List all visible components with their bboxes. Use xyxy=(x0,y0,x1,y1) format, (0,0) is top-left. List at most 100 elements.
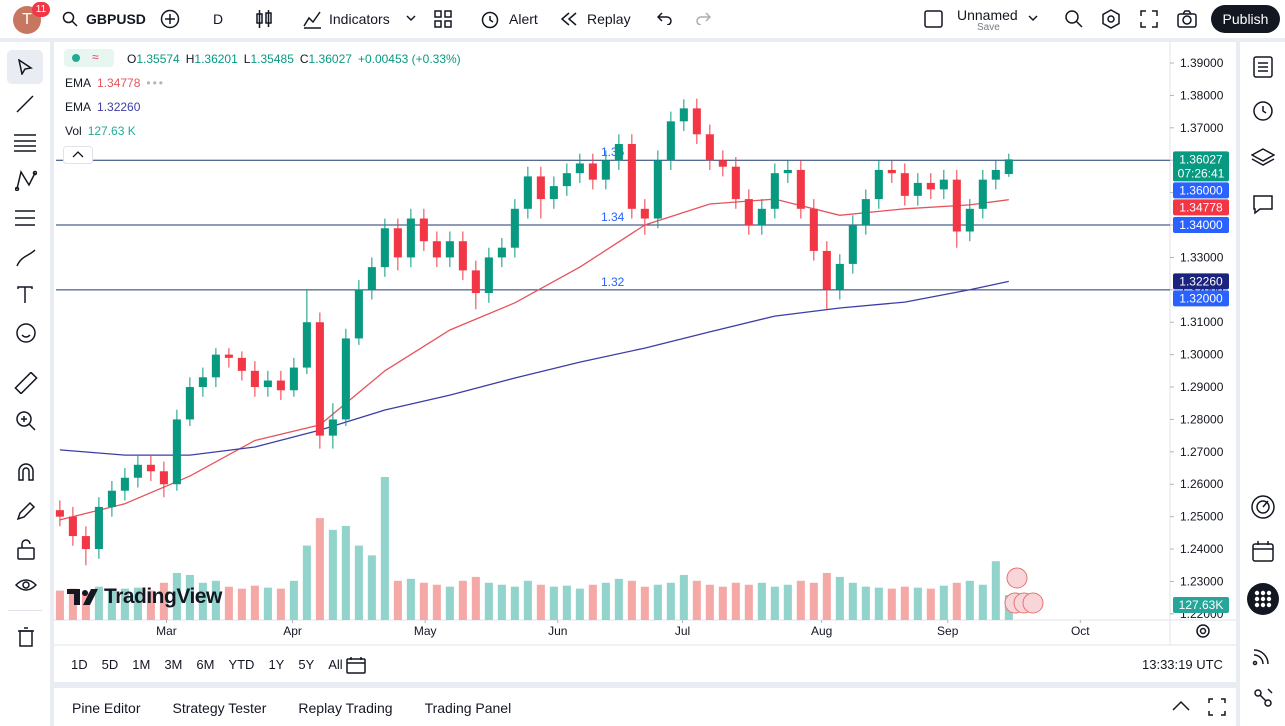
legend-row[interactable]: EMA 1.32260 xyxy=(65,100,165,124)
emoji-tool[interactable] xyxy=(15,322,37,344)
axis-settings-icon[interactable] xyxy=(1196,624,1210,638)
stream-icon[interactable] xyxy=(1252,644,1274,666)
range-button[interactable]: 5D xyxy=(101,657,119,672)
measure-tool[interactable] xyxy=(14,372,38,394)
interval[interactable]: D xyxy=(213,11,224,27)
range-button[interactable]: YTD xyxy=(228,657,255,672)
volume-bar xyxy=(614,578,623,620)
magnet-tool[interactable] xyxy=(16,462,36,482)
ema-line xyxy=(59,280,1009,456)
watchlist-icon[interactable] xyxy=(1253,56,1273,78)
event-flag[interactable] xyxy=(1006,567,1028,589)
candle-body xyxy=(523,176,532,209)
range-button[interactable]: 1Y xyxy=(268,657,285,672)
y-tick-label: 1.37000 xyxy=(1180,121,1224,135)
products-icon[interactable] xyxy=(1246,582,1280,616)
panel-tab[interactable]: Strategy Tester xyxy=(172,700,267,716)
candle-body xyxy=(900,173,909,196)
symbol[interactable]: GBPUSD xyxy=(86,11,146,27)
forecast-tool[interactable] xyxy=(14,208,36,228)
fullscreen-icon[interactable] xyxy=(1140,10,1158,28)
expand-panel[interactable] xyxy=(1172,700,1190,712)
volume-bar xyxy=(341,525,350,620)
event-flag[interactable] xyxy=(1022,592,1044,614)
ohlc-value: 1.35574 xyxy=(136,52,180,66)
legend-row[interactable]: Vol 127.63 K xyxy=(65,124,165,148)
chat-icon[interactable] xyxy=(1252,193,1274,215)
panel-tab[interactable]: Replay Trading xyxy=(298,700,393,716)
volume-bar xyxy=(744,584,753,620)
publish-button[interactable]: Publish xyxy=(1211,5,1280,33)
text-tool[interactable] xyxy=(16,285,34,305)
brush-tool[interactable] xyxy=(15,248,37,268)
wave-icon: ≈ xyxy=(92,50,99,64)
snapshot-icon[interactable] xyxy=(1177,9,1197,29)
range-button[interactable]: All xyxy=(328,657,343,672)
chevron[interactable] xyxy=(1028,14,1038,22)
undo-icon[interactable] xyxy=(657,11,673,25)
trendline-tool[interactable] xyxy=(15,94,35,114)
symbol-toggle[interactable]: ≈ xyxy=(64,49,114,67)
replay-icon[interactable] xyxy=(560,11,578,27)
redo-icon[interactable] xyxy=(695,11,711,25)
templates-icon[interactable] xyxy=(434,10,452,28)
drawing-mode-tool[interactable] xyxy=(15,500,37,522)
zoom-tool[interactable] xyxy=(15,410,37,432)
lock-tool[interactable] xyxy=(16,539,36,561)
candle-body xyxy=(367,267,376,290)
date-range-icon[interactable] xyxy=(346,656,366,674)
alert-icon[interactable] xyxy=(480,9,500,29)
y-tick-label: 1.24000 xyxy=(1180,542,1224,556)
volume-bar xyxy=(107,589,116,620)
candle-body xyxy=(809,208,818,251)
candle-body xyxy=(887,169,896,174)
volume-bar xyxy=(965,580,974,620)
volume-bar xyxy=(835,576,844,620)
candle-body xyxy=(926,182,935,190)
x-tick-label: Mar xyxy=(156,624,177,638)
chart-pane xyxy=(54,42,1236,682)
compare-icon[interactable] xyxy=(160,9,180,29)
layout-checkbox[interactable] xyxy=(924,10,943,28)
chevron[interactable] xyxy=(406,14,416,22)
help-icon[interactable] xyxy=(1252,687,1274,709)
y-tick-label: 1.38000 xyxy=(1180,88,1224,102)
chart-type-icon[interactable] xyxy=(255,9,273,29)
visibility-tool[interactable] xyxy=(15,575,37,595)
panel-tab[interactable]: Pine Editor xyxy=(72,700,141,716)
collapse-legend[interactable] xyxy=(63,146,93,164)
range-button[interactable]: 6M xyxy=(196,657,215,672)
range-button[interactable]: 1M xyxy=(132,657,151,672)
separator xyxy=(8,610,42,611)
ideas-icon[interactable] xyxy=(1251,495,1275,519)
x-tick-label: May xyxy=(414,624,437,638)
quick-search-icon[interactable] xyxy=(1064,9,1084,29)
replay-button[interactable]: Replay xyxy=(587,11,631,27)
legend-value: 1.32260 xyxy=(97,100,141,114)
calendar-icon[interactable] xyxy=(1252,540,1274,562)
settings-icon[interactable] xyxy=(1101,9,1121,29)
candle-body xyxy=(276,380,285,391)
range-button[interactable]: 5Y xyxy=(298,657,315,672)
layout-name[interactable]: Unnamed xyxy=(957,7,1018,23)
panel-tab[interactable]: Trading Panel xyxy=(424,700,512,716)
search-icon[interactable] xyxy=(62,11,78,27)
y-tick-label: 1.39000 xyxy=(1180,56,1224,70)
delete-tool[interactable] xyxy=(17,627,35,647)
alert-button[interactable]: Alert xyxy=(509,11,538,27)
candle-body xyxy=(159,471,168,485)
save-label[interactable]: Save xyxy=(977,22,1000,33)
range-button[interactable]: 3M xyxy=(164,657,183,672)
price-badge-label: 1.36027 xyxy=(1179,152,1223,166)
legend-row[interactable]: EMA 1.34778 ••• xyxy=(65,76,165,100)
maximize-panel[interactable] xyxy=(1208,698,1226,716)
layers-icon[interactable] xyxy=(1251,147,1275,167)
indicators-icon[interactable] xyxy=(302,9,322,29)
fib-tool[interactable] xyxy=(13,133,37,153)
indicators-button[interactable]: Indicators xyxy=(329,11,390,27)
pattern-tool[interactable] xyxy=(15,169,37,191)
legend-name: Vol xyxy=(65,124,82,138)
alerts-icon[interactable] xyxy=(1252,99,1274,121)
cursor-tool[interactable] xyxy=(17,59,33,75)
range-button[interactable]: 1D xyxy=(71,657,88,672)
